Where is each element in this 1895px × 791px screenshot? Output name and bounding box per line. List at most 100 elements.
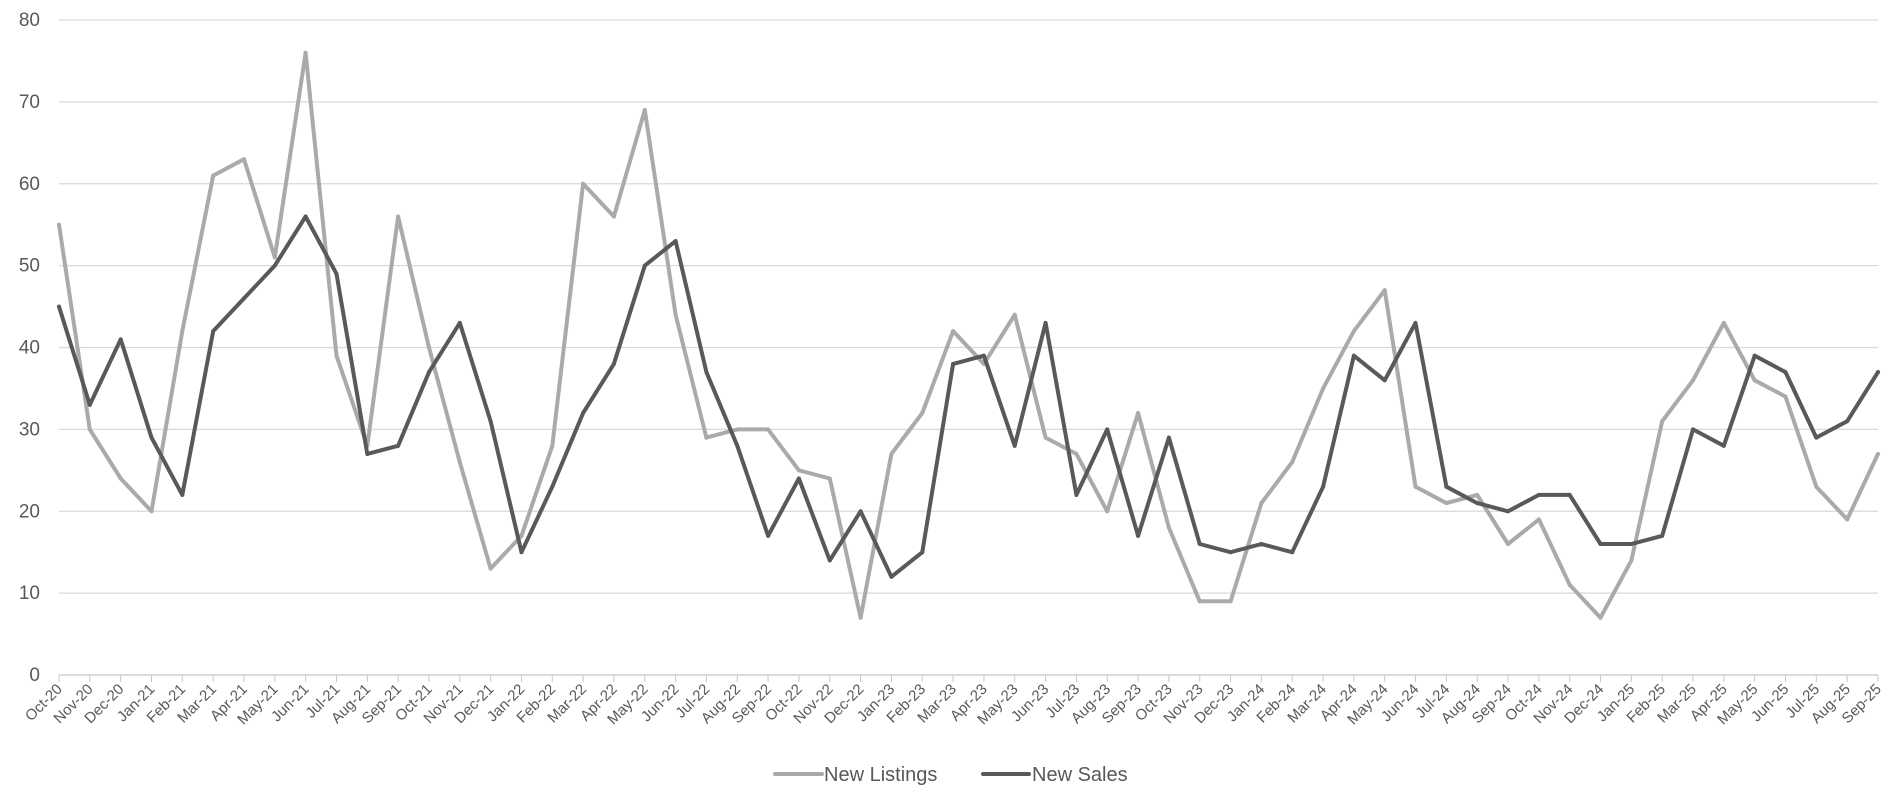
data-point bbox=[149, 435, 154, 440]
data-point bbox=[396, 214, 401, 219]
x-axis: Oct-20Nov-20Dec-20Jan-21Feb-21Mar-21Apr-… bbox=[22, 674, 1885, 728]
data-point bbox=[57, 304, 61, 309]
data-point bbox=[1536, 492, 1541, 497]
data-point bbox=[1506, 509, 1511, 514]
data-point bbox=[920, 550, 925, 555]
data-point bbox=[581, 411, 586, 415]
y-tick-label: 10 bbox=[19, 583, 40, 604]
data-point bbox=[457, 460, 462, 465]
data-point bbox=[118, 337, 123, 342]
data-point bbox=[858, 615, 863, 620]
data-point bbox=[57, 222, 61, 227]
data-point bbox=[1475, 492, 1480, 497]
data-point bbox=[1536, 517, 1541, 522]
data-point bbox=[272, 255, 277, 260]
data-point bbox=[1413, 484, 1418, 489]
y-tick-label: 30 bbox=[19, 419, 40, 440]
data-point bbox=[1783, 370, 1788, 375]
legend: New Listings New Sales bbox=[773, 764, 1128, 786]
data-point bbox=[673, 239, 678, 244]
data-point bbox=[1012, 312, 1017, 317]
data-point bbox=[1166, 435, 1171, 440]
data-point bbox=[1444, 501, 1449, 506]
data-point bbox=[87, 427, 92, 432]
data-point bbox=[1166, 525, 1171, 530]
data-point bbox=[1845, 517, 1850, 522]
data-point bbox=[1197, 542, 1202, 546]
data-point bbox=[1382, 288, 1387, 293]
data-point bbox=[581, 181, 586, 186]
data-point bbox=[1043, 435, 1048, 440]
data-point bbox=[1567, 582, 1572, 587]
data-point bbox=[951, 361, 956, 366]
data-point bbox=[766, 533, 771, 538]
data-point bbox=[889, 574, 894, 579]
data-point bbox=[1136, 533, 1141, 538]
data-point bbox=[1074, 451, 1079, 456]
data-point bbox=[1691, 378, 1696, 383]
data-point bbox=[1752, 353, 1757, 358]
data-point bbox=[1845, 419, 1850, 424]
data-point bbox=[611, 361, 616, 366]
data-point bbox=[1814, 435, 1819, 440]
y-tick-label: 40 bbox=[19, 338, 40, 359]
data-point bbox=[673, 312, 678, 317]
data-point bbox=[1598, 542, 1603, 546]
data-point bbox=[396, 443, 401, 448]
data-point bbox=[1660, 419, 1665, 424]
data-point bbox=[1074, 492, 1079, 497]
legend-item: New Listings bbox=[773, 764, 937, 786]
data-point bbox=[118, 476, 123, 481]
data-point bbox=[303, 50, 308, 55]
data-point bbox=[951, 329, 956, 334]
legend-item: New Sales bbox=[981, 764, 1128, 786]
data-point bbox=[519, 533, 524, 538]
data-point bbox=[1136, 411, 1141, 415]
data-point bbox=[1660, 533, 1665, 538]
data-point bbox=[550, 484, 555, 489]
data-point bbox=[426, 370, 431, 375]
data-point bbox=[1814, 484, 1819, 489]
data-point bbox=[180, 329, 185, 334]
data-point bbox=[1691, 427, 1696, 432]
y-tick-label: 80 bbox=[19, 10, 40, 31]
data-point bbox=[426, 345, 431, 350]
y-axis: 0 10 20 30 40 50 60 70 80 bbox=[19, 10, 40, 686]
data-point bbox=[1382, 378, 1387, 383]
y-tick-label: 60 bbox=[19, 174, 40, 195]
data-point bbox=[1598, 615, 1603, 620]
data-point bbox=[1413, 320, 1418, 325]
data-point bbox=[735, 443, 740, 448]
data-point bbox=[1475, 501, 1480, 506]
data-point bbox=[1721, 320, 1726, 325]
data-point bbox=[211, 329, 216, 334]
data-point bbox=[1876, 451, 1880, 456]
data-point bbox=[519, 550, 524, 555]
data-point bbox=[981, 353, 986, 358]
series-new-listings bbox=[57, 50, 1880, 620]
data-point bbox=[1197, 599, 1202, 604]
data-point bbox=[180, 492, 185, 497]
data-point bbox=[1752, 378, 1757, 383]
data-point bbox=[1506, 542, 1511, 546]
data-point bbox=[1012, 443, 1017, 448]
data-point bbox=[334, 271, 339, 276]
data-point bbox=[303, 214, 308, 219]
data-point bbox=[642, 263, 647, 268]
y-tick-label: 0 bbox=[29, 665, 40, 686]
data-point bbox=[241, 157, 246, 162]
data-point bbox=[457, 320, 462, 325]
data-point bbox=[1321, 386, 1326, 391]
data-point bbox=[334, 353, 339, 358]
y-tick-label: 20 bbox=[19, 501, 40, 522]
data-point bbox=[550, 443, 555, 448]
data-point bbox=[642, 108, 647, 113]
data-point bbox=[1444, 484, 1449, 489]
data-point bbox=[1228, 550, 1233, 555]
data-point bbox=[1043, 320, 1048, 325]
data-point bbox=[1259, 542, 1264, 546]
data-point bbox=[704, 435, 709, 440]
data-point bbox=[272, 263, 277, 268]
data-point bbox=[1351, 353, 1356, 358]
